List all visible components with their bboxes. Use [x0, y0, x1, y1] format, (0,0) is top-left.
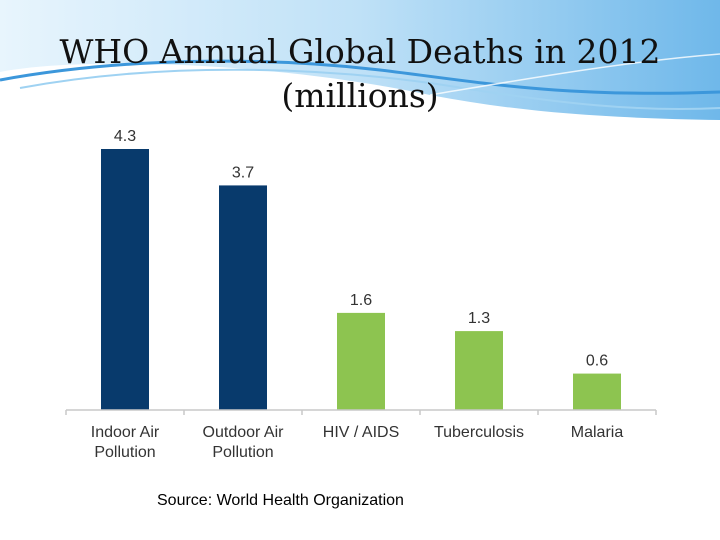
page-title: WHO Annual Global Deaths in 2012 (millio… [0, 30, 720, 118]
banner-swoosh [0, 59, 720, 95]
category-label-4: Tuberculosis [434, 424, 524, 441]
value-label-4: 1.3 [468, 310, 490, 327]
category-label-2-line-1: Outdoor Air [203, 424, 285, 441]
title-banner [0, 0, 720, 120]
source-note: Source: World Health Organization [157, 492, 404, 509]
value-label-2: 3.7 [232, 164, 254, 181]
value-label-1: 4.3 [114, 128, 136, 145]
title-line-1: WHO Annual Global Deaths in 2012 [59, 32, 661, 71]
value-label-3: 1.6 [350, 292, 372, 309]
category-labels-group: Indoor Air Pollution Outdoor Air Pollution H… [91, 424, 624, 461]
bar-3 [337, 312, 385, 410]
category-label-2-line-2: Pollution [212, 444, 273, 461]
category-label-3: HIV / AIDS [323, 424, 399, 441]
value-label-5: 0.6 [586, 353, 608, 370]
bar-5 [573, 373, 621, 410]
banner-swoosh-2 [19, 68, 720, 111]
bar-2 [219, 185, 267, 410]
value-labels-group: 4.3 3.7 1.6 1.3 0.6 [114, 128, 608, 370]
bar-4 [455, 331, 503, 410]
category-label-1-line-2: Pollution [94, 444, 155, 461]
category-label-1-line-1: Indoor Air [91, 424, 160, 441]
bars-group [101, 149, 621, 410]
banner-swoosh-3 [429, 53, 720, 96]
bar-1 [101, 149, 149, 410]
title-line-2: (millions) [281, 76, 439, 115]
x-axis [65, 409, 657, 415]
category-label-5: Malaria [571, 424, 624, 441]
